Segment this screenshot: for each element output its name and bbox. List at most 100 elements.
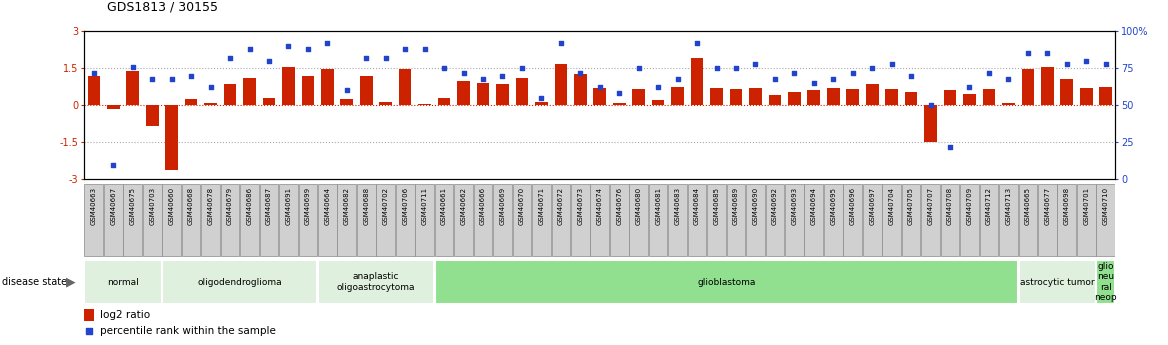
Bar bbox=[126, 71, 139, 105]
Text: GSM40708: GSM40708 bbox=[947, 187, 953, 225]
Text: GSM40697: GSM40697 bbox=[869, 187, 875, 225]
Text: oligodendroglioma: oligodendroglioma bbox=[197, 277, 283, 287]
FancyBboxPatch shape bbox=[707, 184, 725, 256]
Point bbox=[823, 76, 842, 81]
Text: GSM40666: GSM40666 bbox=[480, 187, 486, 225]
Point bbox=[610, 91, 628, 96]
Point bbox=[79, 328, 98, 334]
Text: GSM40707: GSM40707 bbox=[927, 187, 933, 225]
Text: GSM40668: GSM40668 bbox=[188, 187, 194, 225]
Text: GSM40696: GSM40696 bbox=[850, 187, 856, 225]
Point bbox=[590, 85, 609, 90]
Point bbox=[162, 76, 181, 81]
Point bbox=[843, 70, 862, 75]
Bar bbox=[185, 99, 197, 105]
FancyBboxPatch shape bbox=[201, 184, 220, 256]
FancyBboxPatch shape bbox=[338, 184, 356, 256]
Bar bbox=[166, 105, 178, 169]
Point bbox=[882, 61, 901, 67]
Bar bbox=[1041, 67, 1054, 105]
Point bbox=[416, 46, 434, 52]
Text: GSM40689: GSM40689 bbox=[734, 187, 739, 225]
Text: GSM40676: GSM40676 bbox=[617, 187, 623, 225]
Point bbox=[1097, 61, 1115, 67]
FancyBboxPatch shape bbox=[668, 184, 687, 256]
FancyBboxPatch shape bbox=[1018, 184, 1037, 256]
Text: GSM40665: GSM40665 bbox=[1024, 187, 1031, 225]
Point bbox=[474, 76, 493, 81]
FancyBboxPatch shape bbox=[688, 184, 707, 256]
Text: GSM40679: GSM40679 bbox=[227, 187, 234, 225]
FancyBboxPatch shape bbox=[648, 184, 667, 256]
Text: GSM40693: GSM40693 bbox=[792, 187, 798, 225]
Point bbox=[940, 144, 959, 149]
Point bbox=[922, 102, 940, 108]
Bar bbox=[301, 76, 314, 105]
Point bbox=[259, 58, 278, 63]
Point bbox=[1057, 61, 1076, 67]
Point bbox=[182, 73, 201, 78]
Bar bbox=[613, 103, 626, 105]
Text: GSM40692: GSM40692 bbox=[772, 187, 778, 225]
Point bbox=[376, 55, 395, 60]
Text: GSM40694: GSM40694 bbox=[811, 187, 816, 225]
Point bbox=[201, 85, 220, 90]
Text: ▶: ▶ bbox=[67, 276, 76, 288]
FancyBboxPatch shape bbox=[142, 184, 161, 256]
Bar bbox=[321, 69, 334, 105]
Bar bbox=[477, 83, 489, 105]
Bar bbox=[1061, 79, 1073, 105]
Point bbox=[493, 73, 512, 78]
Bar bbox=[438, 98, 451, 105]
Point bbox=[241, 46, 259, 52]
Bar bbox=[146, 105, 159, 126]
FancyBboxPatch shape bbox=[940, 184, 959, 256]
Bar bbox=[807, 90, 820, 105]
Bar bbox=[84, 309, 95, 321]
FancyBboxPatch shape bbox=[630, 184, 648, 256]
FancyBboxPatch shape bbox=[221, 184, 239, 256]
FancyBboxPatch shape bbox=[182, 184, 201, 256]
Text: GSM40684: GSM40684 bbox=[694, 187, 700, 225]
Text: GSM40690: GSM40690 bbox=[752, 187, 758, 225]
FancyBboxPatch shape bbox=[902, 184, 920, 256]
Point bbox=[142, 76, 161, 81]
Bar bbox=[1080, 88, 1092, 105]
Point bbox=[746, 61, 765, 67]
Text: GSM40669: GSM40669 bbox=[500, 187, 506, 225]
FancyBboxPatch shape bbox=[922, 184, 940, 256]
Point bbox=[999, 76, 1017, 81]
Text: GSM40703: GSM40703 bbox=[150, 187, 155, 225]
Text: GSM40702: GSM40702 bbox=[383, 187, 389, 225]
Bar bbox=[457, 80, 470, 105]
Point bbox=[980, 70, 999, 75]
FancyBboxPatch shape bbox=[474, 184, 493, 256]
Text: GSM40698: GSM40698 bbox=[1064, 187, 1070, 225]
Text: percentile rank within the sample: percentile rank within the sample bbox=[100, 326, 277, 336]
FancyBboxPatch shape bbox=[960, 184, 979, 256]
FancyBboxPatch shape bbox=[241, 184, 259, 256]
Bar bbox=[672, 87, 684, 105]
Text: glioblastoma: glioblastoma bbox=[697, 277, 756, 287]
Point bbox=[434, 66, 453, 71]
FancyBboxPatch shape bbox=[1018, 260, 1096, 304]
FancyBboxPatch shape bbox=[805, 184, 823, 256]
Text: GSM40687: GSM40687 bbox=[266, 187, 272, 225]
Text: GSM40688: GSM40688 bbox=[363, 187, 369, 225]
Bar bbox=[1099, 87, 1112, 105]
Text: astrocytic tumor: astrocytic tumor bbox=[1020, 277, 1094, 287]
FancyBboxPatch shape bbox=[162, 260, 318, 304]
FancyBboxPatch shape bbox=[279, 184, 298, 256]
Point bbox=[785, 70, 804, 75]
FancyBboxPatch shape bbox=[1097, 260, 1115, 304]
Point bbox=[863, 66, 882, 71]
FancyBboxPatch shape bbox=[318, 184, 336, 256]
Point bbox=[104, 162, 123, 167]
Text: GSM40672: GSM40672 bbox=[558, 187, 564, 225]
Point bbox=[533, 95, 551, 101]
Text: GSM40670: GSM40670 bbox=[519, 187, 524, 225]
Bar bbox=[380, 101, 392, 105]
FancyBboxPatch shape bbox=[610, 184, 628, 256]
Point bbox=[668, 76, 687, 81]
Point bbox=[960, 85, 979, 90]
